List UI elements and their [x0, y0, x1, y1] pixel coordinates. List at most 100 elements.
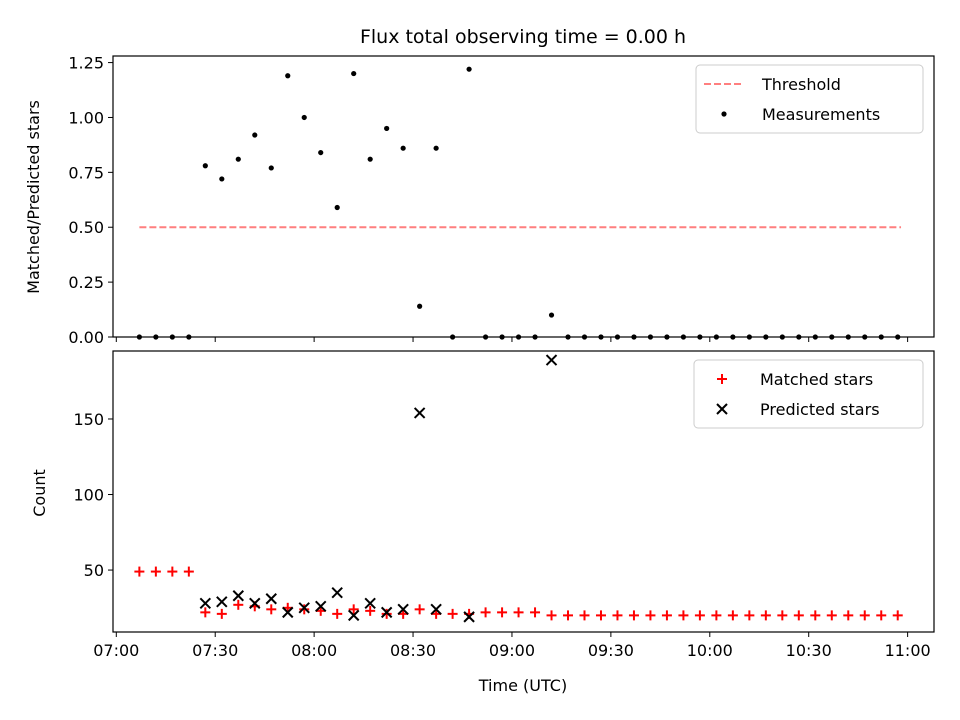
predicted-stars-point: [249, 597, 261, 610]
matched-stars-point: [826, 610, 837, 621]
predicted-stars-point-b: [249, 597, 261, 610]
chart-title: Flux total observing time = 0.00 h: [360, 26, 686, 48]
predicted-stars-point-b: [463, 611, 475, 623]
predicted-stars-point-b: [331, 587, 343, 599]
matched-stars-point: [859, 610, 870, 621]
x-tick-label: 08:00: [291, 641, 337, 660]
matched-stars-point: [414, 604, 425, 615]
matched-stars-point: [167, 566, 178, 577]
x-tick-label: 09:00: [489, 641, 535, 660]
measurements-point: [235, 156, 241, 162]
x-tick-label: 08:30: [390, 641, 436, 660]
predicted-stars-point-b: [232, 590, 245, 602]
predicted-stars-point-b: [430, 603, 442, 616]
measurements-point: [334, 204, 340, 211]
measurements-point: [367, 156, 373, 162]
matched-stars-legend-label: Matched stars: [760, 370, 873, 389]
top-panel: 0.00 0.25 0.50 0.75 1.00 1.25 Threshold Measure…: [68, 54, 935, 347]
predicted-stars-point: [545, 354, 558, 366]
measurements-point: [202, 163, 208, 169]
threshold-legend-label: Threshold: [761, 75, 841, 94]
matched-stars-point: [595, 610, 606, 621]
matched-stars-point: [563, 610, 574, 621]
predicted-stars-point-b: [265, 593, 277, 605]
x-tick-label: 11:00: [885, 641, 931, 660]
bottom-legend: Matched stars Predicted stars: [693, 359, 924, 429]
measurements-point: [466, 66, 472, 72]
predicted-stars-point: [430, 603, 442, 616]
predicted-stars-legend-marker: [716, 403, 728, 415]
top-legend-box: [695, 64, 924, 134]
measurements-point: [318, 149, 324, 156]
matched-stars-point: [233, 599, 244, 610]
predicted-stars-point: [216, 596, 228, 608]
x-tick-label: 07:30: [192, 641, 238, 660]
predicted-stars-point-b: [545, 354, 558, 366]
predicted-stars-point: [282, 606, 294, 619]
predicted-stars-point-b: [315, 600, 327, 613]
matched-stars-point: [183, 566, 194, 577]
measurements-legend-label: Measurements: [762, 105, 880, 124]
predicted-stars-point-b: [282, 606, 294, 619]
matched-stars-point: [645, 610, 656, 621]
matched-stars-point: [579, 610, 590, 621]
matched-stars-point: [497, 607, 508, 618]
top-y-tick-label: 0.00: [68, 328, 104, 347]
bottom-legend-box: [693, 359, 924, 429]
matched-stars-point: [348, 604, 359, 615]
top-axes-frame: [112, 55, 935, 338]
top-y-tick-label: 0.50: [68, 218, 104, 237]
x-tick-label: 10:30: [786, 641, 832, 660]
top-y-tick-label: 0.25: [68, 273, 104, 292]
predicted-stars-point: [298, 602, 310, 614]
predicted-stars-point: [413, 407, 426, 419]
matched-stars-point: [150, 566, 161, 577]
matched-stars-point: [299, 604, 310, 615]
bottom-panel: 50 100 150 07:00 07:30 08:00 08:30 09:00 09:30 10…: [73, 350, 935, 660]
predicted-stars-point-b: [216, 596, 228, 608]
matched-stars-point: [876, 610, 887, 621]
matched-stars-point: [447, 608, 458, 619]
predicted-stars-point-b: [364, 597, 376, 610]
matched-stars-point: [727, 610, 738, 621]
matched-stars-point: [365, 605, 376, 616]
matched-stars-point: [793, 610, 804, 621]
x-axis-label: Time (UTC): [478, 676, 567, 695]
matched-stars-point: [628, 610, 639, 621]
bottom-y-tick-label: 150: [73, 410, 104, 429]
predicted-stars-point: [265, 593, 277, 605]
matched-stars-point: [678, 610, 689, 621]
matched-stars-point: [546, 610, 557, 621]
matched-stars-point: [843, 610, 854, 621]
predicted-stars-point-b: [298, 602, 310, 614]
predicted-stars-point-b: [397, 603, 409, 616]
matched-stars-point: [134, 566, 145, 577]
top-y-tick-label: 0.75: [68, 163, 104, 182]
matched-stars-point: [200, 607, 211, 618]
predicted-stars-point: [463, 611, 475, 623]
top-legend: Threshold Measurements: [695, 64, 924, 134]
bottom-axes-frame: [112, 350, 935, 633]
predicted-stars-point: [364, 597, 376, 610]
measurements-point: [268, 165, 274, 171]
predicted-stars-point: [397, 603, 409, 616]
measurements-point: [417, 303, 423, 309]
predicted-stars-point: [315, 600, 327, 613]
predicted-stars-point: [380, 606, 393, 619]
matched-stars-point: [513, 607, 524, 618]
matched-stars-point: [694, 610, 705, 621]
matched-stars-point: [711, 610, 722, 621]
predicted-stars-point-b: [347, 609, 360, 622]
predicted-stars-legend-marker-b: [716, 403, 728, 415]
top-y-tick-label: 1.25: [68, 54, 104, 73]
matched-stars-point: [810, 610, 821, 621]
matched-stars-point: [892, 610, 903, 621]
matched-stars-point: [612, 610, 623, 621]
matched-stars-point: [266, 604, 277, 615]
measurements-point: [351, 70, 357, 77]
matched-stars-point: [480, 607, 491, 618]
matched-stars-point: [777, 610, 788, 621]
matched-stars-point: [381, 608, 392, 619]
measurements-point: [384, 125, 390, 132]
